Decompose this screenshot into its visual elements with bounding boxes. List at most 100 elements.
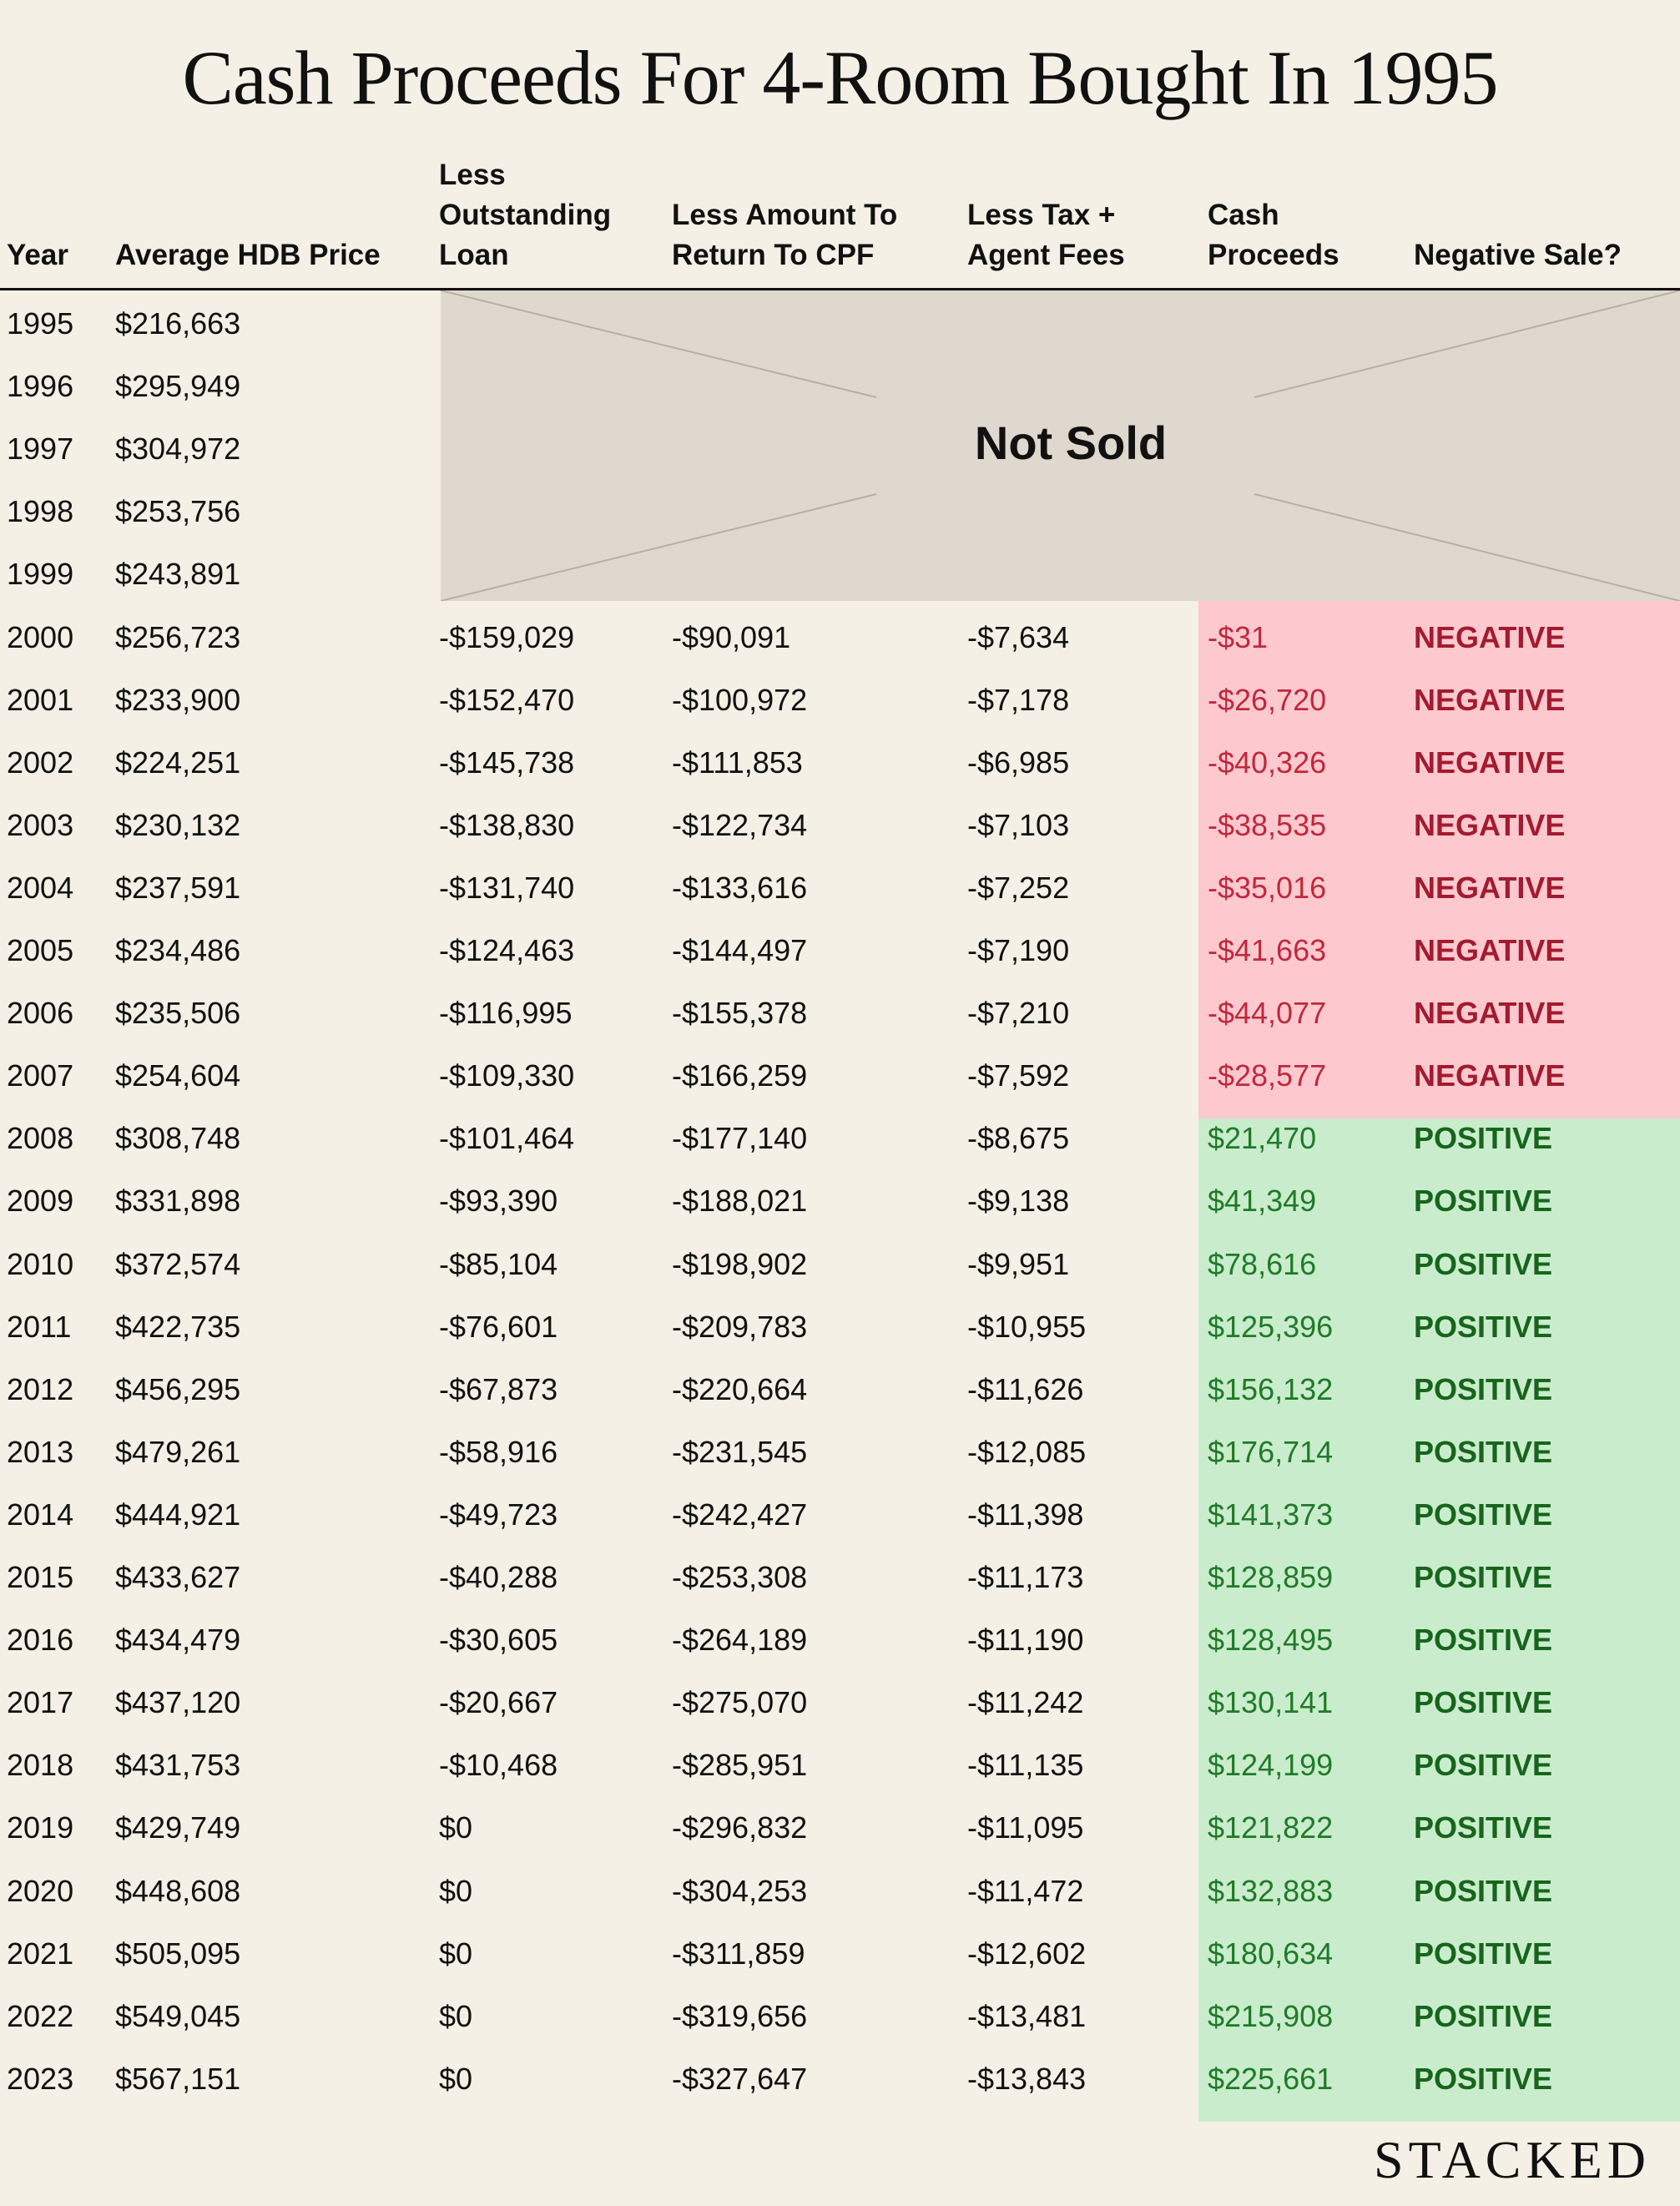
- cell-cash-proceeds: $124,199: [1208, 1748, 1334, 1783]
- header-cash-proceeds: Cash Proceeds: [1208, 195, 1339, 275]
- not-sold-label: Not Sold: [974, 416, 1168, 469]
- cell-tax-agent-fees: -$11,472: [967, 1873, 1084, 1908]
- cell-tax-agent-fees: -$9,951: [967, 1246, 1070, 1281]
- cell-tax-agent-fees: -$11,398: [967, 1497, 1084, 1532]
- cell-negative-sale: POSITIVE: [1414, 1497, 1553, 1532]
- cell-return-to-cpf: -$319,656: [672, 1998, 808, 2033]
- cell-return-to-cpf: -$90,091: [672, 619, 791, 654]
- cell-average-hdb-price: $331,898: [115, 1184, 241, 1219]
- cell-return-to-cpf: -$231,545: [672, 1434, 808, 1469]
- cell-cash-proceeds: -$28,577: [1208, 1058, 1327, 1093]
- cell-cash-proceeds: -$38,535: [1208, 807, 1327, 842]
- cell-average-hdb-price: $444,921: [115, 1497, 241, 1532]
- cell-average-hdb-price: $567,151: [115, 2061, 241, 2096]
- cell-year: 2011: [7, 1309, 72, 1344]
- cell-year: 2002: [7, 745, 74, 780]
- cell-average-hdb-price: $243,891: [115, 557, 241, 592]
- cell-year: 2006: [7, 996, 74, 1031]
- cell-average-hdb-price: $431,753: [115, 1748, 241, 1783]
- cell-outstanding-loan: -$124,463: [439, 933, 575, 967]
- cell-year: 2013: [7, 1434, 74, 1469]
- cell-average-hdb-price: $253,756: [115, 494, 241, 529]
- cell-tax-agent-fees: -$11,135: [967, 1748, 1084, 1783]
- cell-cash-proceeds: $78,616: [1208, 1246, 1317, 1281]
- cell-cash-proceeds: $41,349: [1208, 1184, 1317, 1219]
- cell-cash-proceeds: $130,141: [1208, 1685, 1334, 1720]
- cell-tax-agent-fees: -$8,675: [967, 1121, 1070, 1156]
- cell-average-hdb-price: $372,574: [115, 1246, 241, 1281]
- cell-return-to-cpf: -$122,734: [672, 807, 808, 842]
- cell-return-to-cpf: -$177,140: [672, 1121, 808, 1156]
- cell-average-hdb-price: $549,045: [115, 1998, 241, 2033]
- cell-return-to-cpf: -$144,497: [672, 933, 808, 967]
- cell-cash-proceeds: -$35,016: [1208, 870, 1327, 905]
- cell-cash-proceeds: -$40,326: [1208, 745, 1327, 780]
- cell-year: 2004: [7, 870, 74, 905]
- cell-year: 2003: [7, 807, 74, 842]
- cell-outstanding-loan: -$40,288: [439, 1560, 558, 1594]
- cell-return-to-cpf: -$133,616: [672, 870, 808, 905]
- cell-average-hdb-price: $448,608: [115, 1873, 241, 1908]
- cell-outstanding-loan: $0: [439, 1873, 473, 1908]
- cell-average-hdb-price: $479,261: [115, 1434, 241, 1469]
- cell-cash-proceeds: $176,714: [1208, 1434, 1334, 1469]
- cell-negative-sale: POSITIVE: [1414, 1685, 1553, 1720]
- cell-tax-agent-fees: -$11,173: [967, 1560, 1084, 1594]
- not-sold-block: Not Sold: [441, 290, 1680, 601]
- header-year: Year: [7, 235, 68, 275]
- cell-average-hdb-price: $304,972: [115, 432, 241, 467]
- cell-return-to-cpf: -$100,972: [672, 682, 808, 717]
- header-line: Negative Sale?: [1414, 239, 1622, 271]
- cell-cash-proceeds: $215,908: [1208, 1998, 1334, 2033]
- positive-band: [1198, 1118, 1680, 2122]
- cell-year: 2015: [7, 1560, 74, 1594]
- header-outstanding-loan: Less Outstanding Loan: [439, 155, 611, 275]
- cell-return-to-cpf: -$304,253: [672, 1873, 808, 1908]
- cell-cash-proceeds: $132,883: [1208, 1873, 1334, 1908]
- cell-year: 2014: [7, 1497, 74, 1532]
- cell-return-to-cpf: -$166,259: [672, 1058, 808, 1093]
- cell-average-hdb-price: $256,723: [115, 619, 241, 654]
- cell-year: 1999: [7, 557, 74, 592]
- cell-tax-agent-fees: -$9,138: [967, 1184, 1070, 1219]
- header-line: Cash: [1208, 199, 1279, 231]
- cell-year: 2008: [7, 1121, 74, 1156]
- cell-return-to-cpf: -$155,378: [672, 996, 808, 1031]
- cell-year: 2009: [7, 1184, 74, 1219]
- cell-negative-sale: POSITIVE: [1414, 1121, 1553, 1156]
- cell-average-hdb-price: $224,251: [115, 745, 241, 780]
- cell-cash-proceeds: $21,470: [1208, 1121, 1317, 1156]
- cell-return-to-cpf: -$253,308: [672, 1560, 808, 1594]
- cell-average-hdb-price: $237,591: [115, 870, 241, 905]
- header-line: Return To CPF: [672, 239, 875, 271]
- cell-cash-proceeds: -$26,720: [1208, 682, 1327, 717]
- cell-negative-sale: NEGATIVE: [1414, 807, 1566, 842]
- cell-negative-sale: POSITIVE: [1414, 1873, 1553, 1908]
- header-line: Loan: [439, 239, 509, 271]
- cell-cash-proceeds: $141,373: [1208, 1497, 1334, 1532]
- cell-year: 2019: [7, 1810, 74, 1845]
- cell-cash-proceeds: -$31: [1208, 619, 1269, 654]
- cell-tax-agent-fees: -$6,985: [967, 745, 1070, 780]
- cell-outstanding-loan: $0: [439, 1810, 473, 1845]
- cell-return-to-cpf: -$264,189: [672, 1623, 808, 1658]
- cell-outstanding-loan: -$101,464: [439, 1121, 575, 1156]
- cell-year: 2023: [7, 2061, 74, 2096]
- cell-average-hdb-price: $233,900: [115, 682, 241, 717]
- cell-year: 1997: [7, 432, 74, 467]
- cell-outstanding-loan: -$109,330: [439, 1058, 575, 1093]
- cell-tax-agent-fees: -$13,481: [967, 1998, 1087, 2033]
- cell-outstanding-loan: -$131,740: [439, 870, 575, 905]
- cell-tax-agent-fees: -$12,602: [967, 1936, 1087, 1971]
- cell-return-to-cpf: -$327,647: [672, 2061, 808, 2096]
- cell-cash-proceeds: $121,822: [1208, 1810, 1334, 1845]
- page-title: Cash Proceeds For 4-Room Bought In 1995: [182, 35, 1498, 120]
- header-line: Year: [7, 239, 68, 271]
- cell-average-hdb-price: $295,949: [115, 369, 241, 404]
- cell-negative-sale: POSITIVE: [1414, 1748, 1553, 1783]
- cell-cash-proceeds: -$41,663: [1208, 933, 1327, 967]
- cell-average-hdb-price: $456,295: [115, 1371, 241, 1406]
- cell-return-to-cpf: -$220,664: [672, 1371, 808, 1406]
- header-line: Average HDB Price: [115, 239, 381, 271]
- cell-return-to-cpf: -$275,070: [672, 1685, 808, 1720]
